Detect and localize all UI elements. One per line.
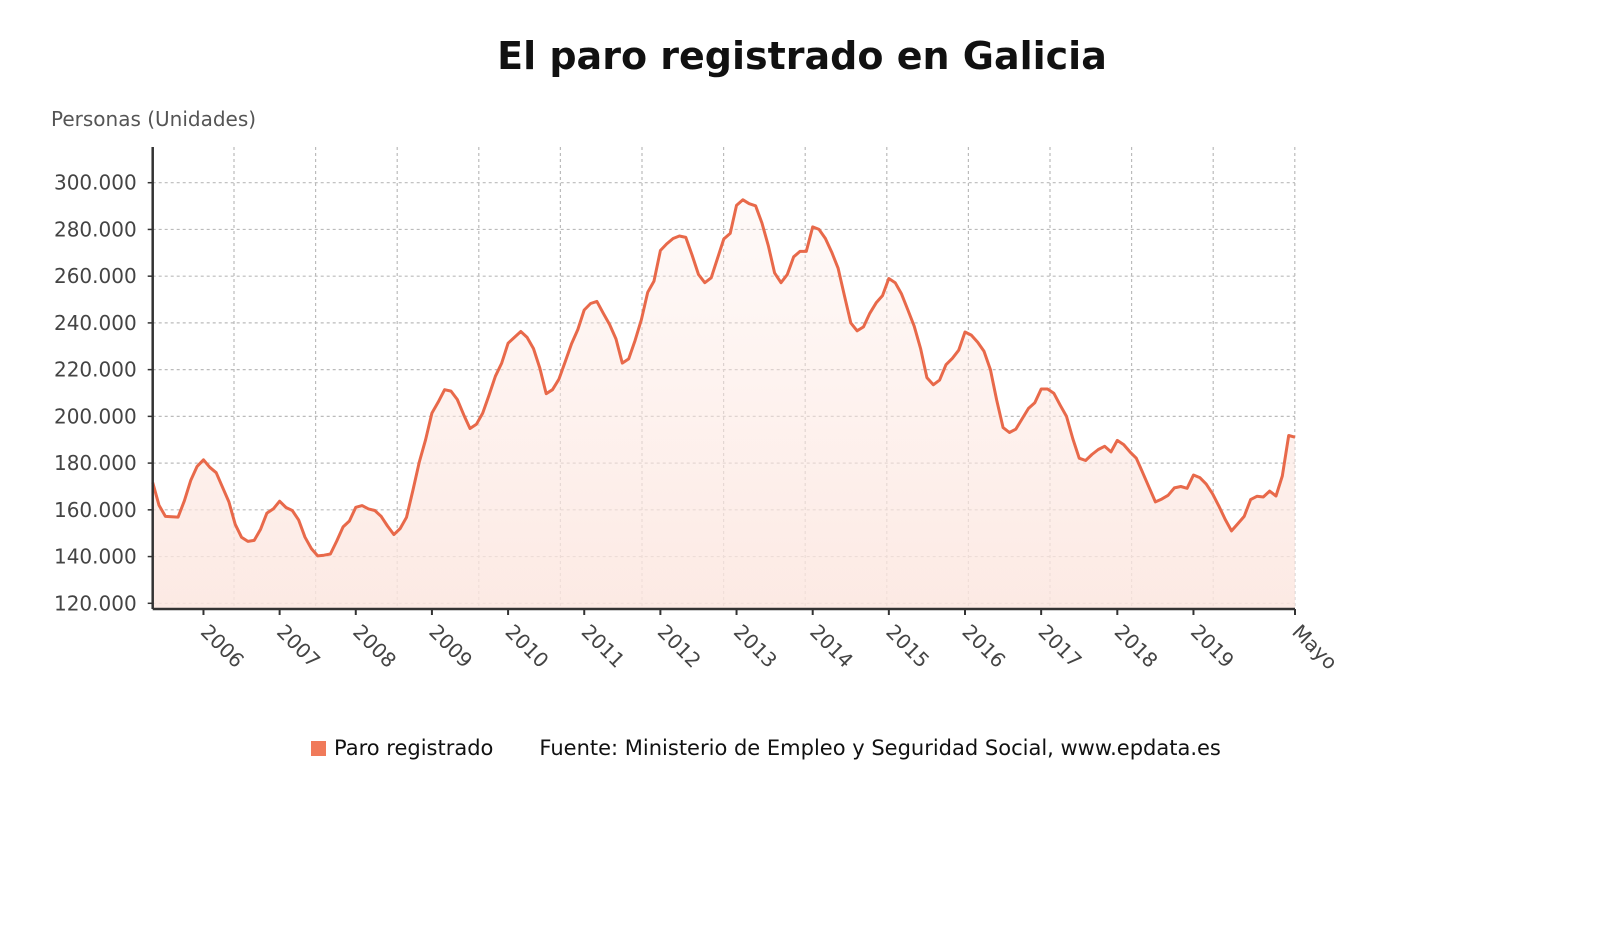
legend: Paro registrado Fuente: Ministerio de Em…	[311, 736, 1221, 760]
y-tick-label: 200.000	[54, 404, 137, 428]
x-tick-label: 2016	[957, 620, 1010, 673]
x-tick-label: 2008	[348, 620, 401, 673]
x-tick-label: 2013	[729, 620, 782, 673]
x-tick-label: Mayo	[1287, 620, 1342, 675]
x-tick-label: 2009	[424, 620, 477, 673]
x-tick-label: 2015	[881, 620, 934, 673]
y-tick-label: 300.000	[54, 171, 137, 195]
x-tick-label: 2010	[501, 620, 554, 673]
y-tick-label: 220.000	[54, 358, 137, 382]
y-tick-label: 260.000	[54, 264, 137, 288]
x-tick-label: 2006	[196, 620, 249, 673]
line-chart: 120.000 140.000 160.000 180.000 200.000 220.0…	[54, 147, 1342, 675]
y-tick-label: 140.000	[54, 545, 137, 569]
x-tick-label: 2014	[805, 620, 858, 673]
x-tick-label: 2012	[653, 620, 706, 673]
chart-title: El paro registrado en Galicia	[497, 34, 1107, 78]
y-tick-label: 120.000	[54, 591, 137, 615]
y-tick-label: 240.000	[54, 311, 137, 335]
series-area-fill	[152, 199, 1296, 610]
legend-label: Paro registrado	[334, 736, 494, 760]
x-tick-label: 2011	[577, 620, 630, 673]
y-tick-label: 160.000	[54, 498, 137, 522]
source-note: Fuente: Ministerio de Empleo y Seguridad…	[539, 736, 1221, 760]
x-tick-label: 2018	[1110, 620, 1163, 673]
y-tick-label: 180.000	[54, 451, 137, 475]
x-tick-label: 2017	[1034, 620, 1087, 673]
y-axis-label: Personas (Unidades)	[51, 107, 257, 131]
y-tick-label: 280.000	[54, 217, 137, 241]
series-line	[151, 198, 1296, 558]
legend-swatch	[311, 740, 326, 756]
x-tick-label: 2019	[1186, 620, 1239, 673]
series-layer	[151, 198, 1296, 610]
x-tick-label: 2007	[272, 620, 325, 673]
